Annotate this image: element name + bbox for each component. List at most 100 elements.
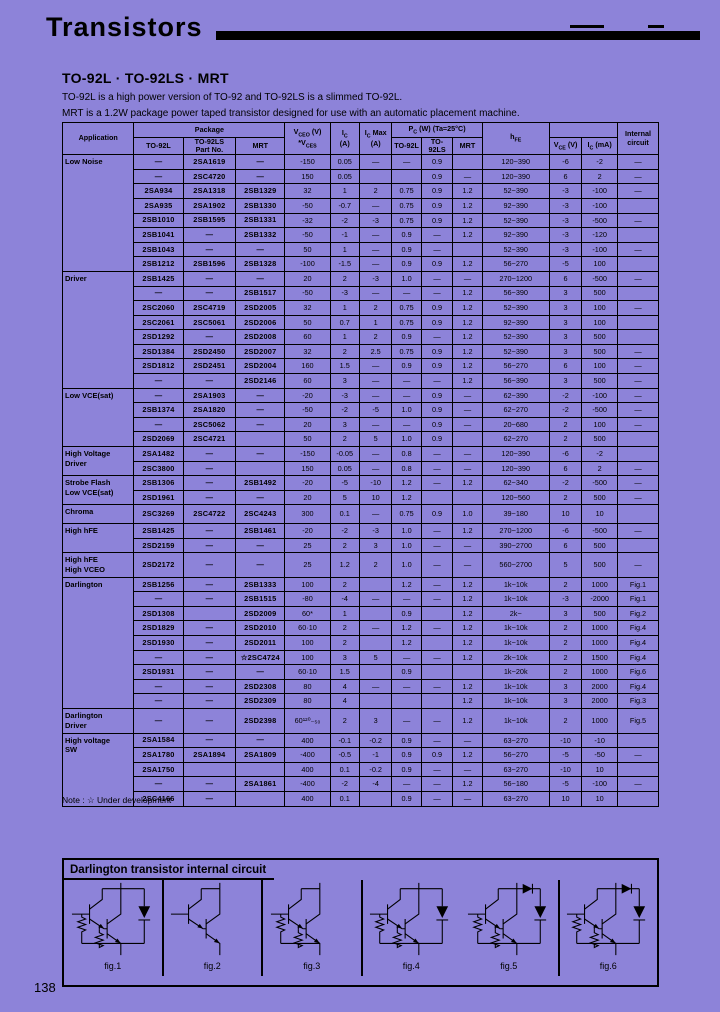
application-cell: Strobe Flash Low VCE(sat) [61,475,135,506]
cell-to92ls: — [182,693,237,710]
cell-to92ls: — [182,285,237,302]
cell-ic: -2 [329,523,360,539]
table-row: 2SC2060 2SC4719 2SD2005 32 1 2 0.75 0.9 1.2 52~39… [63,300,660,316]
cell-hfe: 56~270 [481,256,550,272]
cell-mrt: 2SB1330 [235,197,286,214]
cell-ic_max: -3 [358,270,393,287]
cell-hfe: 52~390 [481,343,550,360]
cell-vce: 3 [548,373,583,389]
cell-hfe: 120~390 [481,446,550,462]
cell-hfe: 120~390 [481,154,550,170]
cell-vce: 3 [548,693,583,710]
cell-ic: 2 [329,343,360,360]
cell-ic_max: -4 [358,776,393,792]
cell-pc_mrt: 1.2 [452,620,483,637]
cell-vceo: 20 [284,270,331,287]
cell-pc_to92l: — [391,285,422,302]
cell-pc_to92l: 1.2 [391,489,422,506]
cell-ic: 5 [329,489,360,506]
cell-vceo: 300 [284,504,331,524]
cell-vceo: 60·10 [284,664,331,680]
figure-label: fig.3 [303,961,321,971]
cell-to92l: 2SC4166 [133,790,184,807]
cell-pc_to92ls [420,605,454,622]
table-row: 2SA1750 400 0.1 -0.2 0.9— —63~270 -10 10 [63,761,660,778]
description-line-2: MRT is a 1.2W package power taped transi… [62,108,520,119]
table-row: 2SA934 2SA1318 2SB1329 32 1 2 0.75 0.9 1.2 52~390… [63,183,660,199]
cell-circuit: Fig.6 [616,664,660,680]
cell-circuit: Fig.4 [616,649,660,666]
table-row: 2SB1043— —50 1—0.9—52~390 -3 -100— [63,241,660,258]
table-row: High hFE 2SB1425—2SB1461 -20 -2 -3 1.0—1.2 270… [61,522,660,554]
cell-pc_to92l: 0.75 [391,197,422,214]
cell-ic_max: 2 [358,183,393,199]
cell-ic_ma: 500 [581,605,618,622]
cell-vceo: -20 [284,523,331,539]
cell-pc_to92l: 1.0 [391,537,422,554]
cell-to92l: 2SD2172 [133,552,184,578]
cell-pc_mrt: 1.2 [452,678,483,695]
cell-ic_max: -3 [358,212,393,229]
cell-mrt: 2SD2398 [235,708,286,734]
cell-mrt: 2SD2004 [235,358,286,375]
transistor-spec-table: Application Package VCEO (V) *VCES IC (A… [61,121,660,807]
cell-vceo: 32 [284,183,331,199]
figure-label: fig.2 [203,961,221,971]
cell-pc_to92ls: 0.9 [420,431,454,448]
cell-to92l: 2SD1829 [133,620,184,637]
cell-ic_ma: 2 [581,460,618,477]
cell-pc_mrt: — [452,168,483,185]
cell-to92ls: 2SB1595 [182,212,237,229]
cell-to92ls: — [182,790,237,807]
cell-pc_mrt: — [452,387,483,404]
cell-vce: 2 [548,635,583,651]
cell-ic: -5 [329,475,360,491]
cell-vce: 6 [548,537,583,554]
cell-mrt: 2SD2008 [235,329,286,345]
cell-vce: -6 [548,446,583,462]
section-description: TO-92L is a high power version of TO-92 … [62,90,520,122]
cell-ic_max: 3 [358,708,393,734]
table-row: Strobe Flash Low VCE(sat) 2SB1306—2SB1492… [61,475,660,506]
cell-pc_to92l: 0.9 [391,241,422,258]
cell-ic: 1.5 [329,664,360,680]
fig6-circuit-diagram [565,880,651,963]
cell-vce: -5 [548,747,583,763]
cell-ic: 1 [329,183,360,199]
figure-label: fig.1 [104,961,122,971]
cell-pc_to92l: 0.9 [391,761,422,778]
cell-ic_max [358,576,393,593]
cell-pc_to92ls: — [420,678,454,695]
cell-ic: -2 [329,402,360,418]
cell-to92ls: 2SC5062 [182,416,237,433]
cell-ic_max: -0.2 [358,761,393,778]
table-row: Low VCE(sat) —2SA1903— -20 -3— —0.9—62~390 -2… [61,387,660,448]
cell-ic_ma: -100 [581,776,618,792]
cell-pc_to92ls: 0.9 [420,343,454,360]
cell-to92ls: — [182,708,237,734]
cell-vce: -3 [548,212,583,229]
cell-vce: -5 [548,776,583,792]
cell-ic_max: — [358,197,393,214]
cell-pc_to92ls [420,635,454,651]
cell-to92ls: 2SA1619 [182,154,237,170]
cell-ic_max: — [358,387,393,404]
cell-ic: 1 [329,241,360,258]
cell-mrt [235,431,286,448]
cell-ic_max: — [358,285,393,302]
col-header-hfe-conditions [548,122,618,138]
table-row: — — ☆2SC4724 100 3 5— —1.2 2k~10k 2 1500 Fig.4 [63,649,660,666]
cell-pc_mrt: — [452,270,483,287]
cell-ic_ma: -500 [581,270,618,287]
table-row: 2SD1384 2SD2450 2SD2007 32 2 2.5 0.75 0.9 1.2 52~… [63,343,660,360]
cell-to92l: — [133,649,184,666]
cell-circuit: Fig.4 [616,620,660,637]
cell-vceo: 400 [284,790,331,807]
cell-ic_ma: 10 [581,790,618,807]
cell-vce: 3 [548,605,583,622]
cell-pc_to92ls: — [420,460,454,477]
cell-vceo: -20 [284,387,331,404]
cell-pc_to92ls: — [420,227,454,243]
cell-vceo: 60¹²⁰₋₅₀ [284,708,331,734]
cell-vceo: -50 [284,285,331,302]
